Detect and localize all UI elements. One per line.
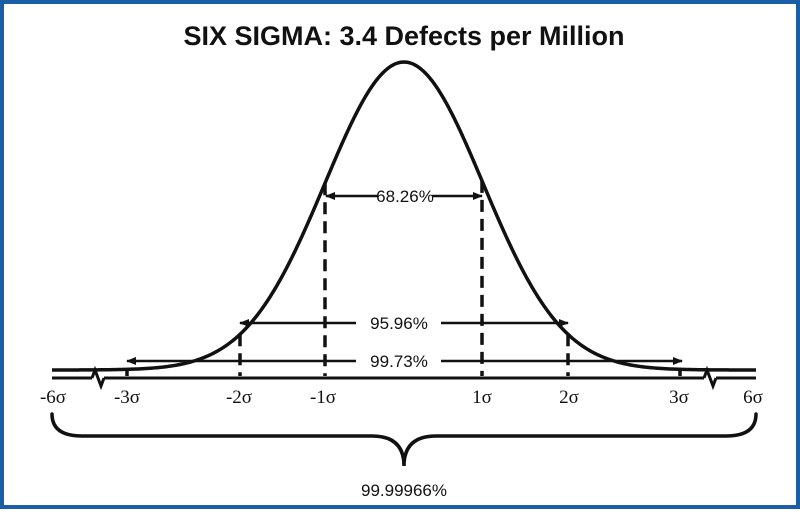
axis-break-left xyxy=(90,365,106,391)
axis-break-right xyxy=(702,365,718,391)
axis-label-minus-1sigma: -1σ xyxy=(310,387,336,408)
axis-label-minus-3sigma: -3σ xyxy=(114,387,140,408)
bell-curve xyxy=(52,60,756,372)
interval-label-2sigma: 95.96% xyxy=(370,314,428,333)
six-sigma-brace xyxy=(50,412,758,467)
axis-label-1sigma: 1σ xyxy=(472,387,492,408)
sigma-lines xyxy=(125,180,682,376)
six-sigma-diagram: SIX SIGMA: 3.4 Defects per Million 68.26… xyxy=(40,21,763,500)
diagram-title: SIX SIGMA: 3.4 Defects per Million xyxy=(183,21,624,51)
six-sigma-label: 99.99966% xyxy=(361,481,447,500)
x-axis xyxy=(52,365,756,391)
axis-label-minus-2sigma: -2σ xyxy=(226,387,252,408)
interval-label-1sigma: 68.26% xyxy=(376,187,434,206)
axis-label-6sigma: 6σ xyxy=(743,387,763,408)
axis-label-minus-6sigma: -6σ xyxy=(40,387,66,408)
interval-label-3sigma: 99.73% xyxy=(370,352,428,371)
interval-arrows xyxy=(126,192,683,365)
axis-label-3sigma: 3σ xyxy=(669,387,689,408)
axis-label-2sigma: 2σ xyxy=(559,387,579,408)
